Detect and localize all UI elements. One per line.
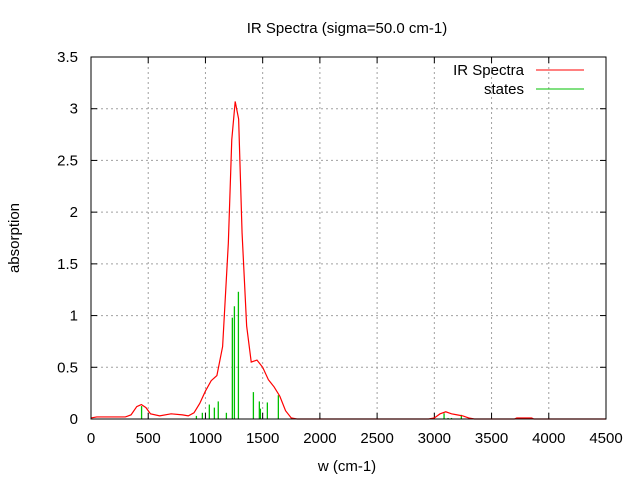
x-tick-label: 3000 [418,430,451,447]
y-tick-label: 2.5 [57,152,78,169]
chart-title: IR Spectra (sigma=50.0 cm-1) [247,20,448,37]
x-tick-label: 1500 [246,430,279,447]
x-tick-label: 4000 [532,430,565,447]
x-tick-label: 0 [87,430,95,447]
y-tick-label: 1.5 [57,256,78,273]
x-axis-label: w (cm-1) [317,458,376,475]
y-tick-label: 2 [70,204,78,221]
y-axis-label: absorption [6,203,23,273]
x-tick-label: 500 [136,430,161,447]
ir-spectrum-line [90,101,606,420]
y-tick-label: 3 [70,101,78,118]
x-tick-label: 3500 [475,430,508,447]
legend: IR Spectra states [453,62,584,98]
y-tick-label: 0.5 [57,359,78,376]
legend-label-ir-spectra: IR Spectra [453,62,525,79]
y-tick-label: 0 [70,411,78,428]
x-tick-label: 2500 [360,430,393,447]
y-tick-label: 3.5 [57,49,78,66]
y-tick-label: 1 [70,308,78,325]
plot-border [90,56,607,420]
legend-label-states: states [484,81,524,98]
x-tick-label: 1000 [189,430,222,447]
x-tick-label: 4500 [589,430,622,447]
x-tick-label: 2000 [303,430,336,447]
